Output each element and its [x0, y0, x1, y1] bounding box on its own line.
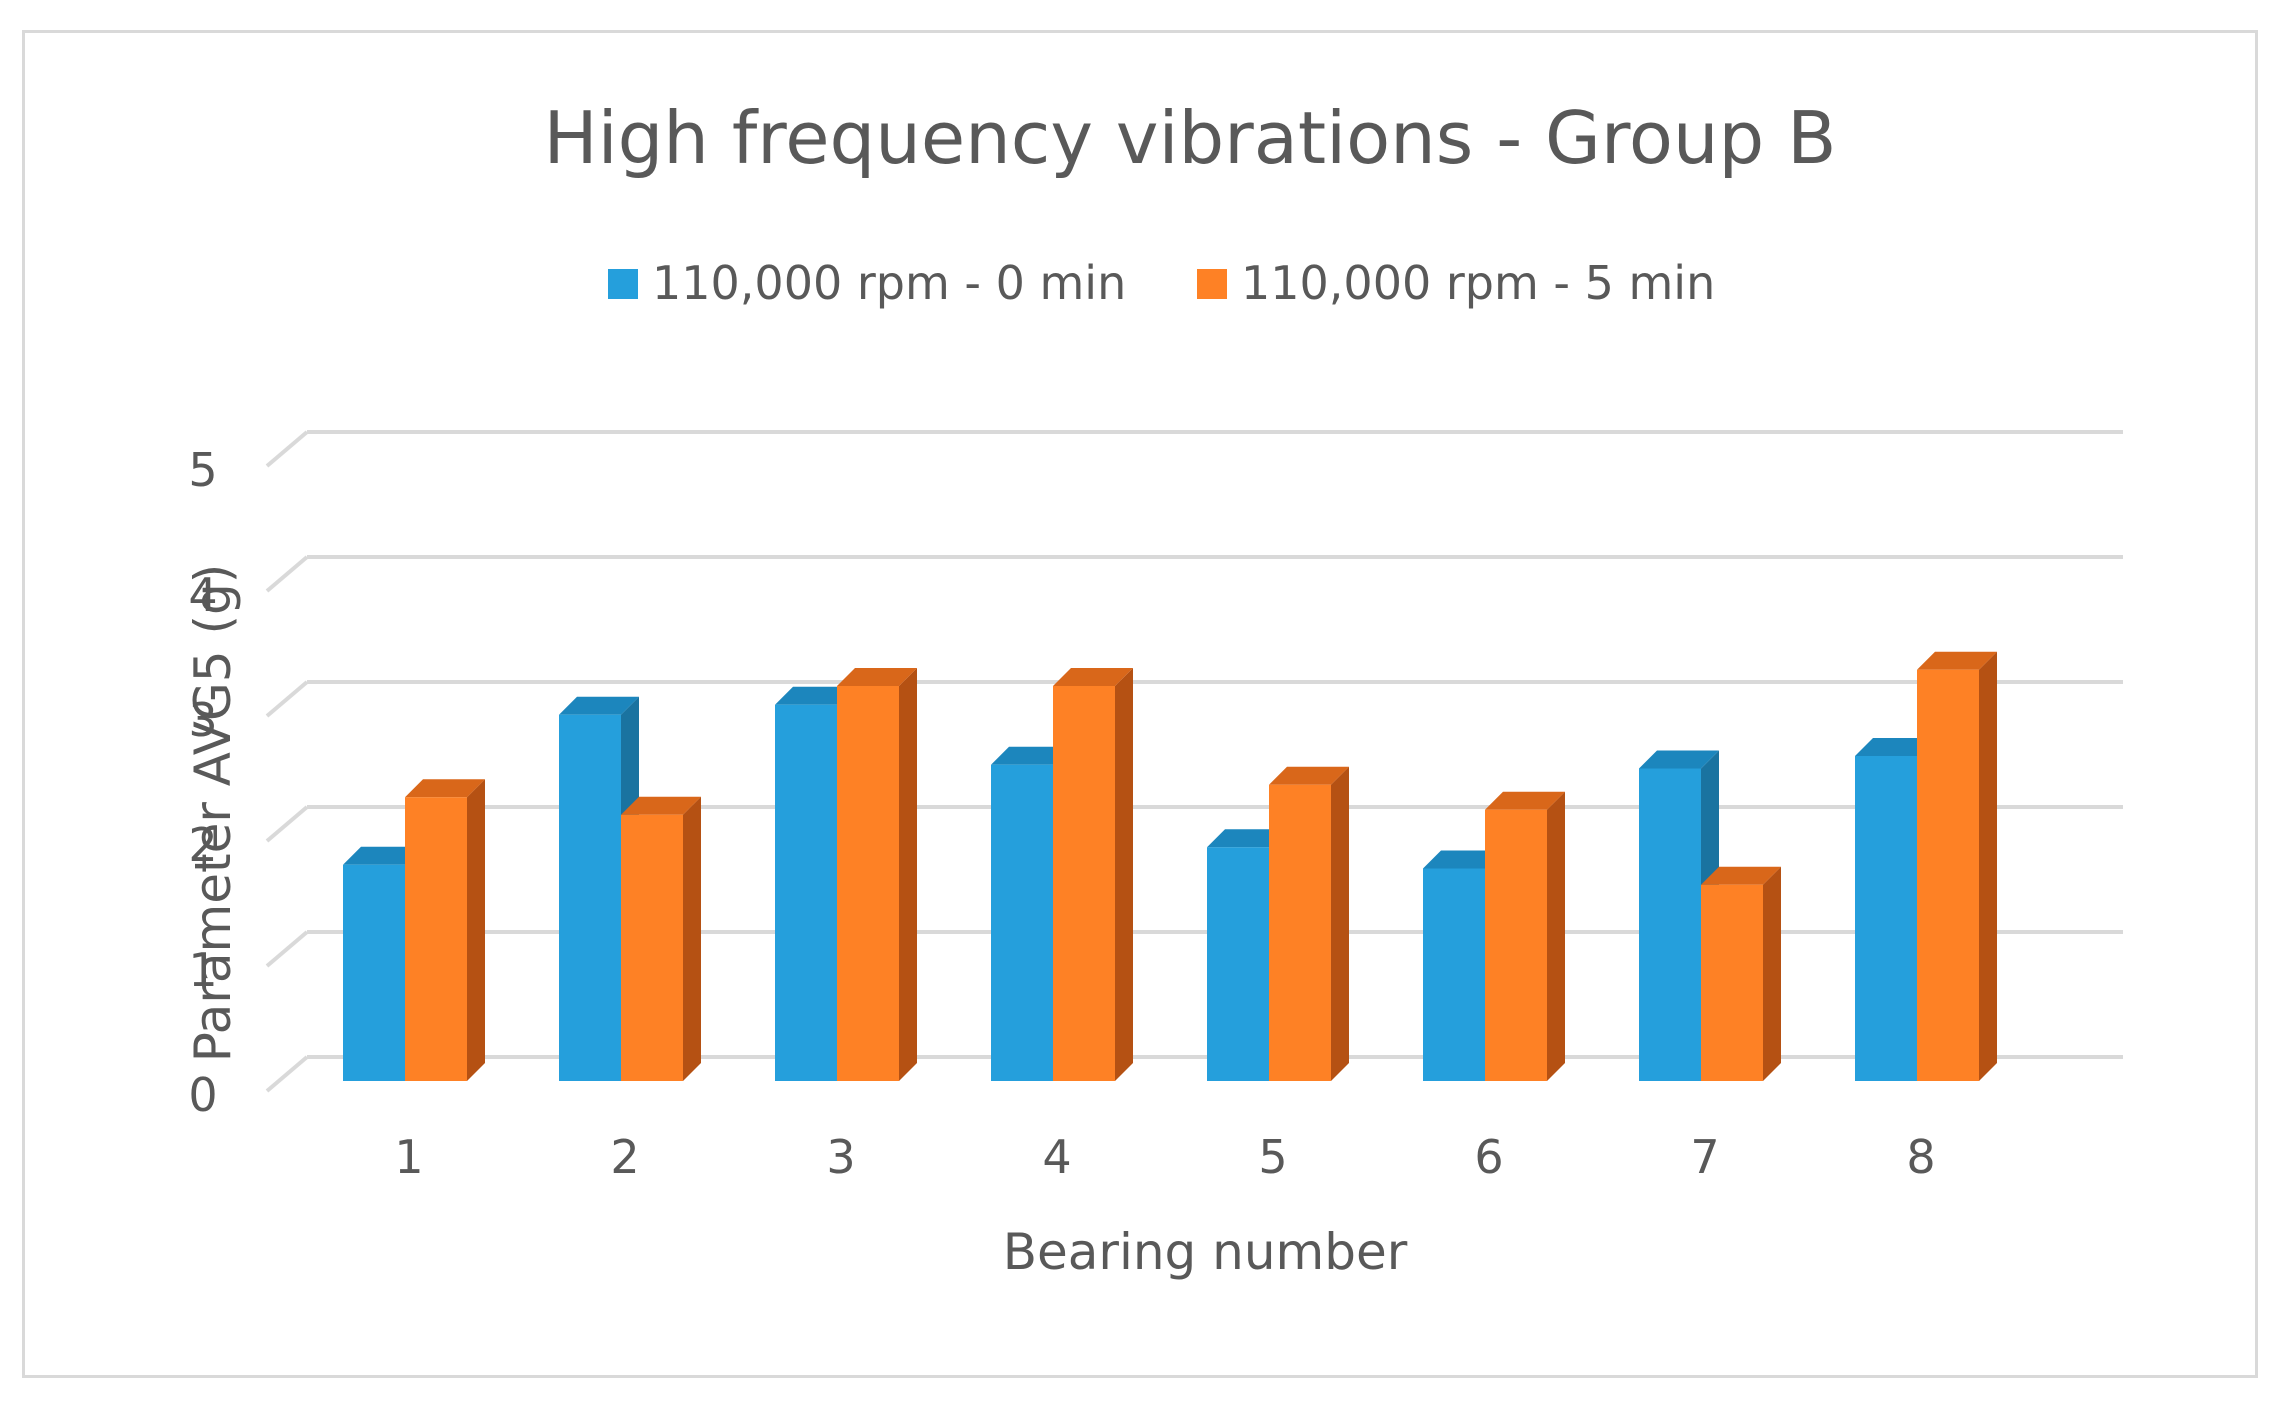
bars — [343, 651, 1997, 1081]
legend: 110,000 rpm - 0 min 110,000 rpm - 5 min — [608, 256, 1715, 310]
x-tick-label: 2 — [610, 1130, 639, 1184]
legend-label-series-1: 110,000 rpm - 0 min — [652, 256, 1126, 310]
chart-frame: High frequency vibrations - Group B 110,… — [22, 30, 2258, 1378]
gridlines — [265, 430, 2123, 1093]
x-tick-label: 6 — [1474, 1130, 1503, 1184]
bar-series-2-cat-7 — [1701, 866, 1781, 1081]
x-axis-label: Bearing number — [1003, 1223, 1408, 1281]
legend-swatch-series-2 — [1197, 269, 1227, 299]
y-tick-label: 1 — [188, 943, 217, 997]
x-tick-label: 3 — [826, 1130, 855, 1184]
bar-series-2-cat-5 — [1269, 766, 1349, 1081]
bar-chart: High frequency vibrations - Group B 110,… — [184, 96, 2123, 1281]
x-tick-label: 1 — [394, 1130, 423, 1184]
y-tick-label: 4 — [188, 568, 217, 622]
x-axis-ticks: 1 2 3 4 5 6 7 8 — [394, 1130, 1935, 1184]
x-tick-label: 7 — [1690, 1130, 1719, 1184]
y-tick-label: 3 — [188, 693, 217, 747]
y-tick-label: 5 — [188, 443, 217, 497]
bar-series-2-cat-1 — [405, 779, 485, 1081]
bar-series-2-cat-6 — [1485, 791, 1565, 1081]
gridline-depth — [265, 930, 309, 968]
gridline-depth — [265, 555, 309, 593]
bar-series-2-cat-8 — [1917, 651, 1997, 1081]
x-tick-label: 4 — [1042, 1130, 1071, 1184]
y-tick-label: 2 — [188, 818, 217, 872]
gridline-depth — [265, 1055, 309, 1093]
y-axis-ticks: 0 1 2 3 4 5 — [188, 443, 217, 1122]
x-tick-label: 5 — [1258, 1130, 1287, 1184]
y-tick-label: 0 — [188, 1068, 217, 1122]
bar-series-2-cat-4 — [1053, 668, 1133, 1081]
y-axis-label: Parameter AVG5 (g) — [184, 564, 242, 1062]
gridline-depth — [265, 680, 309, 718]
chart-title: High frequency vibrations - Group B — [543, 96, 1836, 180]
gridline-depth — [265, 430, 309, 468]
bar-series-2-cat-3 — [837, 668, 917, 1081]
legend-swatch-series-1 — [608, 269, 638, 299]
bar-series-2-cat-2 — [621, 796, 701, 1081]
legend-label-series-2: 110,000 rpm - 5 min — [1241, 256, 1715, 310]
gridline-depth — [265, 805, 309, 843]
x-tick-label: 8 — [1906, 1130, 1935, 1184]
